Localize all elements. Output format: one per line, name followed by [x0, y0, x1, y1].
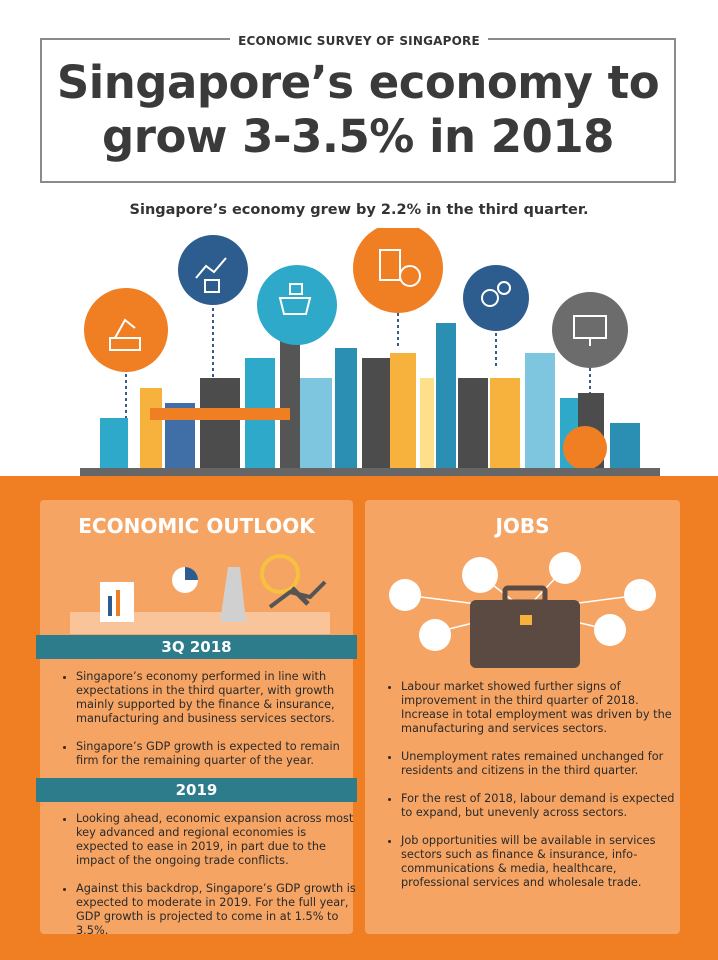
- jobs-panel: JOBS Labour market showed further signs …: [365, 500, 680, 934]
- outlook-panel: ECONOMIC OUTLOOK 3Q 2018 Singapore’s eco…: [36, 500, 357, 937]
- bullet-list: Looking ahead, economic expansion across…: [60, 812, 361, 952]
- subtitle: Singapore’s economy grew by 2.2% in the …: [129, 202, 589, 218]
- header-label-wrap: ECONOMIC SURVEY OF SINGAPORE: [0, 30, 718, 49]
- panel-title: JOBS: [495, 514, 550, 538]
- section-heading: 2019: [36, 778, 357, 802]
- bullet: Job opportunities will be available in s…: [401, 834, 686, 890]
- title-line: grow 3-3.5% in 2018: [102, 110, 614, 163]
- bullet-list: Labour market showed further signs of im…: [385, 680, 686, 904]
- bullet: Looking ahead, economic expansion across…: [76, 812, 361, 868]
- panel-title: ECONOMIC OUTLOOK: [78, 514, 315, 538]
- title-line: Singapore’s economy to: [56, 56, 660, 109]
- bullet: Singapore’s GDP growth is expected to re…: [76, 740, 356, 768]
- header-label: ECONOMIC SURVEY OF SINGAPORE: [230, 34, 488, 48]
- section-heading: 3Q 2018: [36, 635, 357, 659]
- bullet: Against this backdrop, Singapore’s GDP g…: [76, 882, 361, 938]
- skyline-illustration: [80, 228, 660, 478]
- bullet: For the rest of 2018, labour demand is e…: [401, 792, 686, 820]
- title: Singapore’s economy to grow 3-3.5% in 20…: [40, 56, 676, 164]
- bullet: Labour market showed further signs of im…: [401, 680, 686, 736]
- jobs-illustration: [389, 552, 656, 668]
- bullet: Unemployment rates remained unchanged fo…: [401, 750, 686, 778]
- bullet: Singapore’s economy performed in line wi…: [76, 670, 356, 726]
- bullet-list: Singapore’s economy performed in line wi…: [60, 670, 356, 782]
- outlook-illustration: [70, 554, 330, 634]
